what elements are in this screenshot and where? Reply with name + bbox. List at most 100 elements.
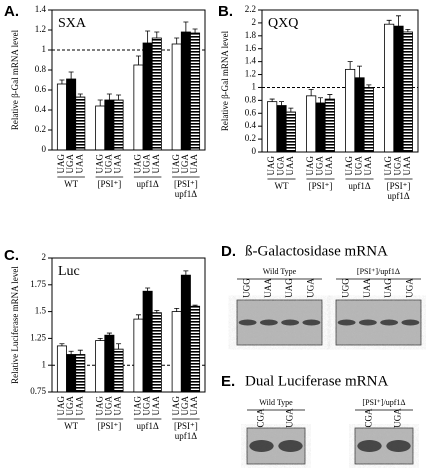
error-bar xyxy=(77,93,83,97)
bar xyxy=(190,32,201,151)
chart-title: SXA xyxy=(58,16,87,31)
bar xyxy=(363,87,374,153)
y-tick-label: 1.25 xyxy=(30,332,46,342)
bar xyxy=(95,340,106,393)
y-tick-label: 0.6 xyxy=(35,84,47,94)
bar xyxy=(345,68,356,153)
x-tick-label: upf1Δ xyxy=(136,421,158,431)
bar-label: UGA xyxy=(65,154,75,174)
error-bar xyxy=(59,343,65,346)
error-bar xyxy=(154,310,160,313)
bar xyxy=(66,354,77,393)
bar-label: UGA xyxy=(276,156,286,176)
chart-title: Luc xyxy=(58,264,80,279)
error-bar xyxy=(405,28,411,32)
error-bar xyxy=(68,350,74,355)
x-tick-label: upf1Δ xyxy=(175,431,197,441)
bar-label: UGA xyxy=(315,156,325,176)
panel-label: B. xyxy=(218,3,233,20)
gel-title: Dual Luciferase mRNA xyxy=(245,373,388,389)
bar-label: UGA xyxy=(180,396,190,416)
y-axis-label: Relative β-Gal mRNA level xyxy=(220,30,230,131)
plot-frame xyxy=(51,257,206,393)
bar xyxy=(151,37,162,151)
bar-label: UAA xyxy=(285,156,295,176)
y-tick-label: 1 xyxy=(42,44,47,54)
plot-frame xyxy=(51,9,206,151)
band xyxy=(401,319,420,326)
bar xyxy=(171,311,182,393)
bar xyxy=(75,96,86,151)
error-bar xyxy=(327,94,333,100)
bar-label: UAA xyxy=(402,156,412,176)
bar xyxy=(384,23,395,153)
y-tick-label: 1 xyxy=(252,82,257,92)
x-tick-label: [PSI⁺] xyxy=(387,181,411,191)
error-bar xyxy=(116,343,122,350)
error-bar xyxy=(192,304,198,307)
bar-label: UGA xyxy=(65,396,75,416)
bar xyxy=(171,43,182,151)
bar xyxy=(402,31,413,153)
bar xyxy=(267,101,278,153)
bar-label: UAG xyxy=(56,396,66,416)
blot-label: Wild Type xyxy=(263,267,297,276)
error-bar xyxy=(68,71,74,79)
bar-label: UAA xyxy=(74,154,84,174)
chart-title: QXQ xyxy=(268,16,298,31)
error-bar xyxy=(59,79,65,84)
error-bar xyxy=(386,19,392,25)
error-bar xyxy=(183,21,189,32)
panel-label: D. xyxy=(221,243,236,260)
y-tick-label: 0.4 xyxy=(245,120,257,130)
lane-label: UGA xyxy=(393,408,403,428)
error-bar xyxy=(288,107,294,112)
bar xyxy=(133,318,144,393)
x-tick-label: WT xyxy=(64,421,78,431)
y-tick-label: 2.2 xyxy=(245,4,256,14)
error-bar xyxy=(106,332,112,336)
blot-label: [PSI⁺]/upf1Δ xyxy=(357,267,400,276)
bar xyxy=(133,64,144,151)
error-bar xyxy=(135,314,141,320)
bar-label: UAG xyxy=(383,156,393,176)
band xyxy=(281,319,300,326)
bar-label: UAG xyxy=(133,396,143,416)
x-tick-label: [PSI⁺] xyxy=(97,179,121,189)
band xyxy=(358,319,377,326)
band xyxy=(357,440,382,452)
panel-label: E. xyxy=(221,373,235,390)
error-bar xyxy=(145,30,151,43)
bar-label: UGA xyxy=(393,156,403,176)
lane-label: UAA xyxy=(263,278,273,298)
bar-label: UAG xyxy=(305,156,315,176)
bar xyxy=(113,348,124,393)
bar-label: UAA xyxy=(151,154,161,174)
error-bar xyxy=(135,55,141,65)
error-bar xyxy=(97,338,103,341)
y-tick-label: 0.6 xyxy=(245,107,257,117)
bar xyxy=(324,98,335,153)
error-bar xyxy=(366,84,372,88)
lane-label: UGA xyxy=(285,408,295,428)
lane-label: CGA xyxy=(364,408,374,428)
x-tick-label: upf1Δ xyxy=(175,189,197,199)
bar xyxy=(66,78,77,151)
panel-label: A. xyxy=(4,3,19,20)
y-tick-label: 1 xyxy=(42,359,47,369)
bar-label: UGA xyxy=(103,154,113,174)
bar-label: UGA xyxy=(142,154,152,174)
y-tick-label: 0.2 xyxy=(35,124,46,134)
panel-label: C. xyxy=(4,247,19,264)
y-tick-label: 1.8 xyxy=(245,30,257,40)
bar-label: UAG xyxy=(94,396,104,416)
bar-label: UAA xyxy=(113,396,123,416)
bar xyxy=(151,312,162,393)
lane-label: UAG xyxy=(383,278,393,298)
bar-label: UAG xyxy=(344,156,354,176)
y-tick-label: 2 xyxy=(42,252,47,262)
band xyxy=(278,440,303,452)
plot-frame xyxy=(261,9,419,153)
error-bar xyxy=(174,37,180,44)
